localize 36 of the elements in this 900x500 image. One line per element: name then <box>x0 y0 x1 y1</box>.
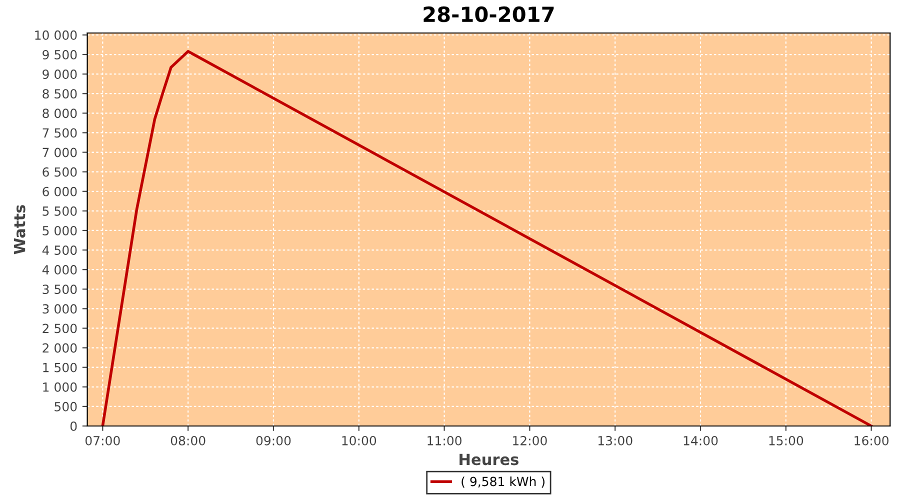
y-tick-label: 8 000 <box>42 108 77 118</box>
y-tick-label: 2 500 <box>42 324 77 334</box>
legend-label: ( 9,581 kWh ) <box>462 476 544 488</box>
x-tick-label: 12:00 <box>513 436 547 446</box>
y-tick-label: 2 000 <box>42 343 77 353</box>
x-tick-label: 11:00 <box>428 436 462 446</box>
y-tick-label: 1 500 <box>43 362 77 372</box>
y-tick-label: 500 <box>54 402 77 412</box>
y-tick-label: 5 000 <box>42 226 77 236</box>
y-tick-label: 6 500 <box>42 167 77 177</box>
y-tick-label: 1 000 <box>43 382 77 392</box>
y-tick-label: 6 000 <box>42 186 77 196</box>
y-tick-label: 4 500 <box>42 246 77 255</box>
x-tick-label: 13:00 <box>598 436 632 446</box>
y-tick-label: 9 500 <box>42 50 77 60</box>
y-tick-label: 7 000 <box>42 148 77 158</box>
y-axis-title: Watts <box>14 205 26 254</box>
y-tick-label: 8 500 <box>42 89 77 99</box>
line-series <box>101 50 873 426</box>
x-tick-label: 07:00 <box>85 436 120 446</box>
y-tick-label: 10 000 <box>35 30 77 40</box>
x-tick-label: 16:00 <box>854 436 888 446</box>
x-tick-label: 10:00 <box>342 436 376 446</box>
y-tick-label: 4 000 <box>42 265 77 275</box>
x-axis-title: Heures <box>460 454 518 466</box>
y-tick-label: 0 <box>70 421 77 431</box>
x-tick-label: 14:00 <box>684 436 718 446</box>
chart-title: 28-10-2017 <box>424 6 554 22</box>
x-tick-label: 15:00 <box>769 436 804 446</box>
x-tick-label: 09:00 <box>256 436 291 446</box>
x-tick-label: 08:00 <box>170 436 206 446</box>
y-tick-label: 5 500 <box>42 206 77 216</box>
y-tick-label: 7 500 <box>42 128 77 138</box>
y-tick-label: 3 000 <box>42 304 77 314</box>
y-tick-label: 3 500 <box>42 284 77 294</box>
y-tick-label: 9 000 <box>42 70 77 79</box>
